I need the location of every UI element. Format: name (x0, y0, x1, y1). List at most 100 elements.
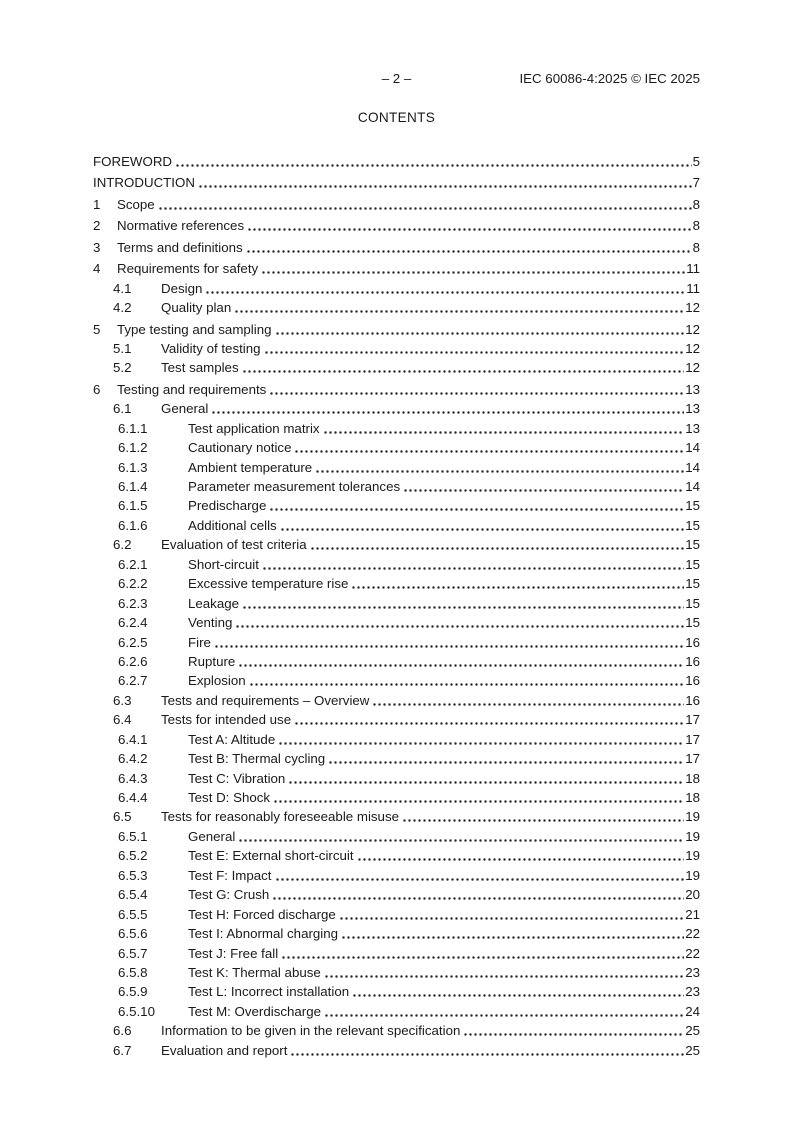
toc-entry[interactable]: 6.5.3 Test F: Impact 19 (93, 865, 700, 886)
toc-entry[interactable]: 6.5.9 Test L: Incorrect installation 23 (93, 982, 700, 1002)
toc-dot-leader (402, 477, 685, 497)
toc-entry-title: Tests for reasonably foreseeable misuse (161, 809, 399, 825)
toc-entry[interactable]: 6.4.2 Test B: Thermal cycling 17 (93, 749, 700, 769)
toc-entry[interactable]: 6 Testing and requirements 13 (93, 379, 700, 400)
toc-entry[interactable]: 6.7 Evaluation and report 25 (93, 1040, 700, 1061)
toc-entry[interactable]: 5 Type testing and sampling 12 (93, 319, 700, 339)
toc-dot-leader (260, 554, 685, 575)
toc-entry[interactable]: 6.1.1 Test application matrix 13 (93, 418, 700, 439)
toc-entry[interactable]: 4.2 Quality plan 12 (93, 298, 700, 318)
toc-entry-number: 6.5 (113, 809, 132, 825)
toc-entry-number: 6.5.2 (118, 848, 148, 864)
toc-entry[interactable]: 4 Requirements for safety 11 (93, 259, 700, 279)
toc-entry[interactable]: 5.2 Test samples 12 (93, 358, 700, 378)
toc-dot-leader (322, 962, 685, 983)
toc-dot-leader (262, 338, 685, 359)
table-of-contents: FOREWORD 5 INTRODUCTION 7 1 Scope 8 2 No… (93, 150, 700, 1061)
toc-entry-title: Test K: Thermal abuse (188, 964, 321, 980)
toc-entry-title: Test application matrix (188, 420, 320, 436)
toc-entry-page: 14 (685, 440, 700, 456)
toc-entry[interactable]: 6.1.5 Predischarge 15 (93, 496, 700, 516)
toc-entry[interactable]: 3 Terms and definitions 8 (93, 237, 700, 258)
toc-entry-page: 19 (685, 848, 700, 864)
toc-dot-leader (337, 904, 685, 925)
toc-entry-number: 5 (93, 321, 101, 337)
toc-entry-page: 8 (692, 196, 700, 212)
toc-entry[interactable]: 6.5.7 Test J: Free fall 22 (93, 943, 700, 963)
toc-entry-title: Predischarge (188, 498, 267, 514)
toc-dot-leader (212, 632, 685, 652)
toc-entry[interactable]: FOREWORD 5 (93, 152, 700, 172)
toc-entry-title: Test H: Forced discharge (188, 906, 336, 922)
toc-entry[interactable]: 2 Normative references 8 (93, 216, 700, 236)
toc-entry[interactable]: 6.5.4 Test G: Crush 20 (93, 885, 700, 905)
toc-entry-title: Test D: Shock (188, 790, 271, 805)
toc-entry-page: 17 (685, 712, 700, 728)
toc-dot-leader (268, 496, 685, 516)
toc-dot-leader (278, 515, 685, 536)
toc-entry[interactable]: 6.5.6 Test I: Abnormal charging 22 (93, 924, 700, 944)
toc-dot-leader (273, 319, 685, 339)
toc-dot-leader (247, 671, 685, 691)
toc-entry[interactable]: 6.1.2 Cautionary notice 14 (93, 438, 700, 458)
toc-entry[interactable]: 6.5.10 Test M: Overdischarge 24 (93, 1001, 700, 1022)
document-reference: IEC 60086-4:2025 © IEC 2025 (519, 71, 700, 86)
toc-entry-title: Requirements for safety (117, 261, 259, 277)
toc-entry[interactable]: 6.2.2 Excessive temperature rise 15 (93, 574, 700, 594)
toc-entry-page: 16 (685, 634, 700, 650)
toc-entry[interactable]: 6.2 Evaluation of test criteria 15 (93, 535, 700, 555)
toc-entry[interactable]: 6.6 Information to be given in the relev… (93, 1021, 700, 1041)
toc-entry[interactable]: 6.1.3 Ambient temperature 14 (93, 457, 700, 477)
toc-entry[interactable]: 6.1.4 Parameter measurement tolerances 1… (93, 477, 700, 497)
toc-entry[interactable]: 6.2.6 Rupture 16 (93, 651, 700, 672)
toc-entry[interactable]: 6.5.5 Test H: Forced discharge 21 (93, 904, 700, 925)
toc-entry[interactable]: 6.5.1 General 19 (93, 826, 700, 847)
toc-dot-leader (350, 574, 685, 594)
toc-entry-title: Validity of testing (161, 340, 261, 356)
toc-entry[interactable]: 6.2.7 Explosion 16 (93, 671, 700, 691)
toc-entry-page: 11 (686, 280, 700, 296)
toc-entry-number: 6.4 (113, 712, 132, 728)
toc-entry-title: General (161, 401, 209, 417)
toc-entry-number: 6.5.1 (118, 828, 148, 844)
toc-entry[interactable]: 6.5 Tests for reasonably foreseeable mis… (93, 807, 700, 827)
toc-dot-leader (210, 399, 685, 419)
toc-dot-leader (340, 924, 685, 944)
toc-dot-leader (156, 194, 692, 215)
toc-entry[interactable]: INTRODUCTION 7 (93, 173, 700, 193)
toc-entry[interactable]: 6.4 Tests for intended use 17 (93, 710, 700, 730)
toc-entry-page: 12 (685, 360, 700, 376)
toc-entry-page: 15 (685, 576, 700, 592)
toc-dot-leader (287, 768, 685, 788)
toc-entry-page: 12 (685, 321, 700, 337)
toc-entry[interactable]: 6.2.4 Venting 15 (93, 613, 700, 633)
toc-dot-leader (272, 788, 685, 808)
toc-entry[interactable]: 6.2.5 Fire 16 (93, 632, 700, 652)
toc-entry[interactable]: 6.5.2 Test E: External short-circuit 19 (93, 846, 700, 866)
toc-entry[interactable]: 1 Scope 8 (93, 194, 700, 215)
contents-title: CONTENTS (357, 110, 436, 125)
toc-entry[interactable]: 6.4.4 Test D: Shock 18 (93, 788, 700, 808)
toc-entry[interactable]: 6.1 General 13 (93, 399, 700, 419)
toc-entry[interactable]: 6.2.3 Leakage 15 (93, 593, 700, 614)
toc-dot-leader (246, 216, 692, 236)
toc-entry-number: 6.3 (113, 692, 132, 708)
toc-entry-page: 13 (685, 420, 700, 436)
toc-entry[interactable]: 6.2.1 Short-circuit 15 (93, 554, 700, 575)
toc-entry[interactable]: 6.4.1 Test A: Altitude 17 (93, 729, 700, 750)
toc-entry[interactable]: 4.1 Design 11 (93, 278, 700, 299)
toc-entry-page: 23 (685, 984, 700, 1000)
toc-entry-page: 24 (685, 1003, 700, 1019)
toc-entry-number: 6.2 (113, 537, 132, 553)
toc-entry[interactable]: 6.3 Tests and requirements – Overview 16 (93, 690, 700, 711)
toc-entry[interactable]: 6.5.8 Test K: Thermal abuse 23 (93, 962, 700, 983)
toc-entry-number: 6.1.2 (118, 440, 148, 456)
toc-entry[interactable]: 6.4.3 Test C: Vibration 18 (93, 768, 700, 788)
toc-entry[interactable]: 6.1.6 Additional cells 15 (93, 515, 700, 536)
toc-entry[interactable]: 5.1 Validity of testing 12 (93, 338, 700, 359)
toc-entry-title: Venting (188, 615, 233, 631)
toc-entry-page: 25 (685, 1023, 700, 1039)
toc-entry-title: Evaluation of test criteria (161, 537, 307, 553)
toc-dot-leader (260, 259, 686, 279)
